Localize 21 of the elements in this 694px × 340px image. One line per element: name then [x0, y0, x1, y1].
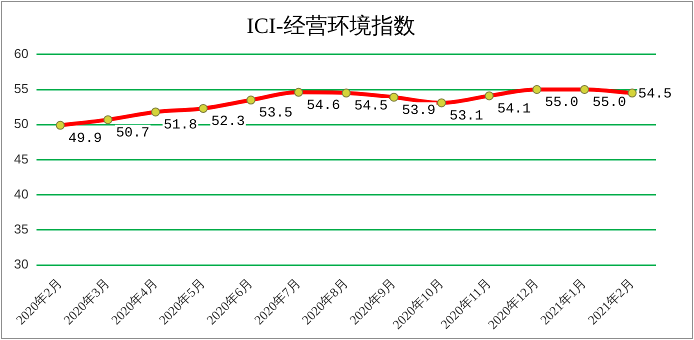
data-label: 50.7 [116, 125, 150, 142]
y-tick-label: 60 [14, 46, 28, 61]
data-label: 53.1 [450, 108, 484, 125]
data-label: 53.5 [258, 106, 293, 122]
y-tick-label: 55 [14, 81, 28, 96]
y-tick-label: 45 [14, 151, 28, 166]
chart-title: ICI-经营环境指数 [246, 12, 416, 38]
y-tick-label: 30 [14, 256, 28, 272]
y-tick-label: 35 [14, 221, 28, 236]
data-label: 53.9 [402, 102, 436, 119]
data-label: 54.1 [497, 102, 531, 118]
data-label: 54.5 [354, 98, 388, 115]
y-tick-label: 40 [14, 186, 28, 202]
data-label: 55.0 [544, 95, 578, 112]
data-label: 49.9 [68, 131, 102, 148]
y-tick-label: 50 [14, 116, 28, 132]
data-label: 51.8 [164, 118, 198, 134]
data-label: 55.0 [592, 95, 626, 112]
data-label: 54.6 [306, 98, 340, 114]
data-label: 54.5 [638, 86, 672, 103]
data-label: 52.3 [211, 114, 245, 130]
